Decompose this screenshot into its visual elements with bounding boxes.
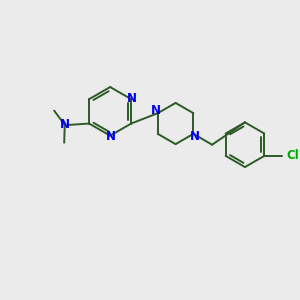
Text: N: N: [106, 130, 116, 143]
Text: Cl: Cl: [286, 149, 299, 162]
Text: N: N: [60, 118, 70, 131]
Text: N: N: [190, 130, 200, 142]
Text: N: N: [127, 92, 137, 105]
Text: N: N: [151, 104, 160, 117]
